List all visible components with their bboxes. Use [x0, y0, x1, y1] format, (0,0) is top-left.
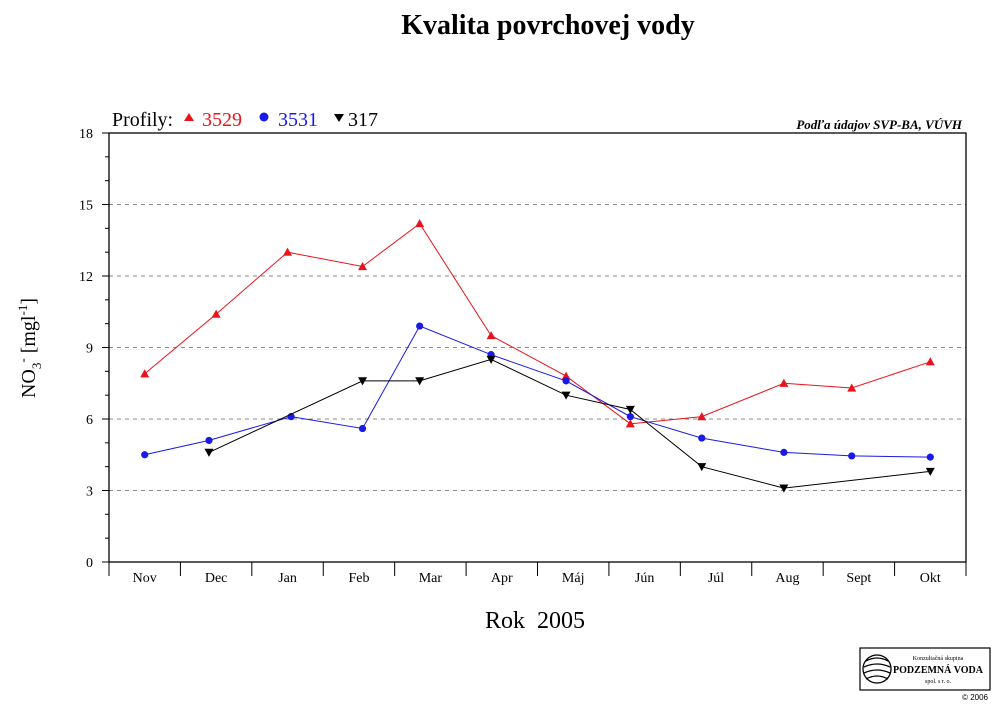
x-tick-label: Aug — [775, 571, 799, 586]
data-point-3529 — [211, 309, 221, 318]
data-point-3529 — [697, 412, 707, 421]
series-line-3529 — [144, 222, 931, 425]
data-point-3531 — [416, 322, 424, 330]
legend-marker-317 — [334, 114, 344, 122]
y-tick-label: 12 — [79, 270, 93, 285]
ylabel-main: NO — [18, 369, 40, 398]
data-point-317 — [561, 391, 571, 400]
logo-copyright: © 2006 — [962, 693, 988, 702]
chart-title: Kvalita povrchovej vody — [401, 10, 694, 41]
y-tick-label: 3 — [86, 485, 93, 500]
data-point-317 — [697, 463, 707, 472]
data-point-3531 — [926, 453, 934, 461]
data-point-3529 — [779, 378, 789, 387]
series-317 — [204, 355, 935, 493]
y-tick-label: 0 — [86, 556, 93, 571]
x-tick-label: Apr — [491, 571, 513, 586]
data-point-3529 — [358, 261, 368, 271]
ylabel-sup: - — [15, 358, 30, 362]
data-point-3529 — [140, 369, 150, 378]
data-point-317 — [925, 467, 935, 476]
legend-marker-3531 — [259, 112, 269, 122]
data-point-3531 — [562, 377, 570, 385]
x-tick-label: Mar — [419, 571, 443, 586]
x-axis-label: Rok 2005 — [485, 608, 585, 634]
legend-marker-3529 — [184, 113, 194, 121]
data-point-3531 — [626, 413, 634, 421]
svg-text:NO3- [mgl-1]: NO3- [mgl-1] — [15, 298, 44, 398]
legend-label-3531: 3531 — [278, 109, 318, 131]
x-tick-label: Okt — [920, 571, 941, 586]
data-point-3529 — [847, 383, 857, 392]
legend-prefix: Profily: — [112, 109, 173, 131]
data-point-317 — [358, 377, 368, 386]
data-point-3529 — [925, 357, 935, 366]
y-axis-ticks: 0 3 6 9 12 15 18 — [79, 127, 109, 571]
ylabel-sub: 3 — [29, 363, 44, 370]
data-point-317 — [625, 405, 635, 414]
legend-label-317: 317 — [348, 109, 378, 131]
x-tick-label: Jún — [635, 571, 654, 586]
series-3531 — [141, 322, 934, 461]
ylabel-unit-open: [mgl — [18, 315, 40, 353]
data-point-3529 — [283, 247, 293, 256]
logo-emblem-icon — [862, 654, 892, 684]
source-note: Podľa údajov SVP-BA, VÚVH — [796, 117, 963, 132]
series-line-3531 — [144, 325, 931, 458]
data-point-3531 — [358, 424, 367, 433]
series-3529 — [140, 219, 935, 428]
x-tick-label: Sept — [846, 571, 871, 586]
data-point-3529 — [486, 331, 496, 340]
y-tick-label: 18 — [79, 127, 93, 142]
data-point-3531 — [141, 451, 149, 459]
x-tick-label: Dec — [205, 571, 228, 586]
data-point-317 — [486, 355, 496, 364]
legend: Profily: 3529 3531 317 — [112, 109, 378, 131]
legend-label-3529: 3529 — [202, 109, 242, 131]
data-point-317 — [779, 484, 789, 493]
logo-line2: PODZEMNÁ VODA — [893, 664, 984, 676]
y-tick-label: 6 — [86, 413, 93, 428]
data-point-3529 — [625, 419, 635, 428]
ylabel-unit-sup: -1 — [15, 305, 30, 316]
data-point-3529 — [415, 219, 425, 228]
x-tick-label: Máj — [562, 571, 585, 586]
grid-lines — [109, 204, 966, 491]
data-point-3531 — [205, 436, 213, 445]
series-layer — [140, 219, 935, 493]
data-point-3531 — [780, 448, 788, 456]
company-logo: Konzultačná skupina PODZEMNÁ VODA spol. … — [859, 647, 991, 702]
data-point-317 — [415, 377, 425, 386]
logo-line1: Konzultačná skupina — [913, 656, 964, 662]
y-axis-label: NO3- [mgl-1] — [15, 298, 44, 398]
x-axis-ticks: Nov Dec Jan Feb Mar Apr Máj Jún Júl Aug Sept Okt — [108, 562, 967, 586]
ylabel-unit-close: ] — [18, 298, 40, 305]
y-tick-label: 9 — [86, 342, 93, 357]
data-point-3531 — [698, 434, 706, 442]
data-point-3531 — [848, 452, 856, 460]
x-tick-label: Jan — [278, 571, 297, 586]
data-point-3529 — [561, 371, 571, 380]
logo-line3: spol. s r. o. — [925, 679, 952, 685]
x-tick-label: Feb — [348, 571, 369, 586]
data-point-317 — [204, 448, 214, 457]
y-tick-label: 15 — [79, 199, 93, 214]
x-tick-label: Júl — [708, 571, 724, 586]
x-tick-label: Nov — [133, 571, 157, 586]
